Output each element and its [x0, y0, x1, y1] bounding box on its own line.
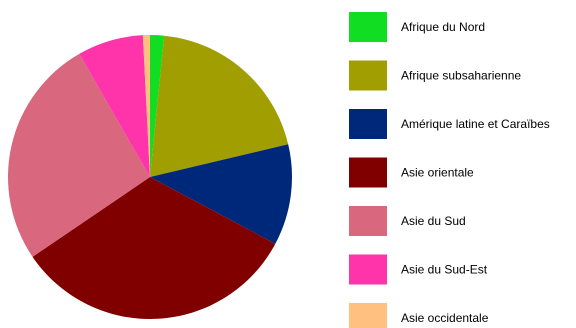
- legend-swatch-2: [349, 109, 387, 139]
- legend-item-2: Amérique latine et Caraïbes: [349, 109, 550, 139]
- pie-slice-4: [7, 53, 151, 257]
- legend-item-1: Afrique subsaharienne: [349, 60, 521, 91]
- legend-swatch-3: [349, 157, 387, 188]
- legend-label-0: Afrique du Nord: [401, 20, 485, 34]
- pie-slices: [7, 35, 293, 320]
- legend-item-3: Asie orientale: [349, 157, 474, 188]
- pie-slice-0: [150, 35, 165, 177]
- legend-label-4: Asie du Sud: [401, 214, 466, 228]
- pie-slice-2: [150, 144, 293, 244]
- legend-label-6: Asie occidentale: [401, 311, 489, 325]
- pie-slice-6: [142, 35, 150, 177]
- pie-slice-1: [150, 35, 289, 177]
- legend-label-3: Asie orientale: [401, 166, 474, 180]
- legend-item-5: Asie du Sud-Est: [349, 254, 488, 285]
- legend-swatch-6: [349, 303, 387, 328]
- legend-item-0: Afrique du Nord: [349, 12, 485, 42]
- legend-label-1: Afrique subsaharienne: [401, 69, 521, 83]
- legend-swatch-0: [349, 12, 387, 42]
- legend: Afrique du Nord Afrique subsaharienne Amér…: [349, 12, 550, 328]
- legend-swatch-1: [349, 60, 387, 91]
- legend-swatch-5: [349, 254, 387, 285]
- pie-slice-3: [32, 177, 276, 320]
- pie-slice-5: [79, 35, 150, 178]
- legend-label-5: Asie du Sud-Est: [401, 263, 488, 277]
- legend-item-4: Asie du Sud: [349, 206, 466, 236]
- legend-swatch-4: [349, 206, 387, 236]
- legend-label-2: Amérique latine et Caraïbes: [401, 117, 550, 131]
- legend-item-6: Asie occidentale: [349, 303, 489, 328]
